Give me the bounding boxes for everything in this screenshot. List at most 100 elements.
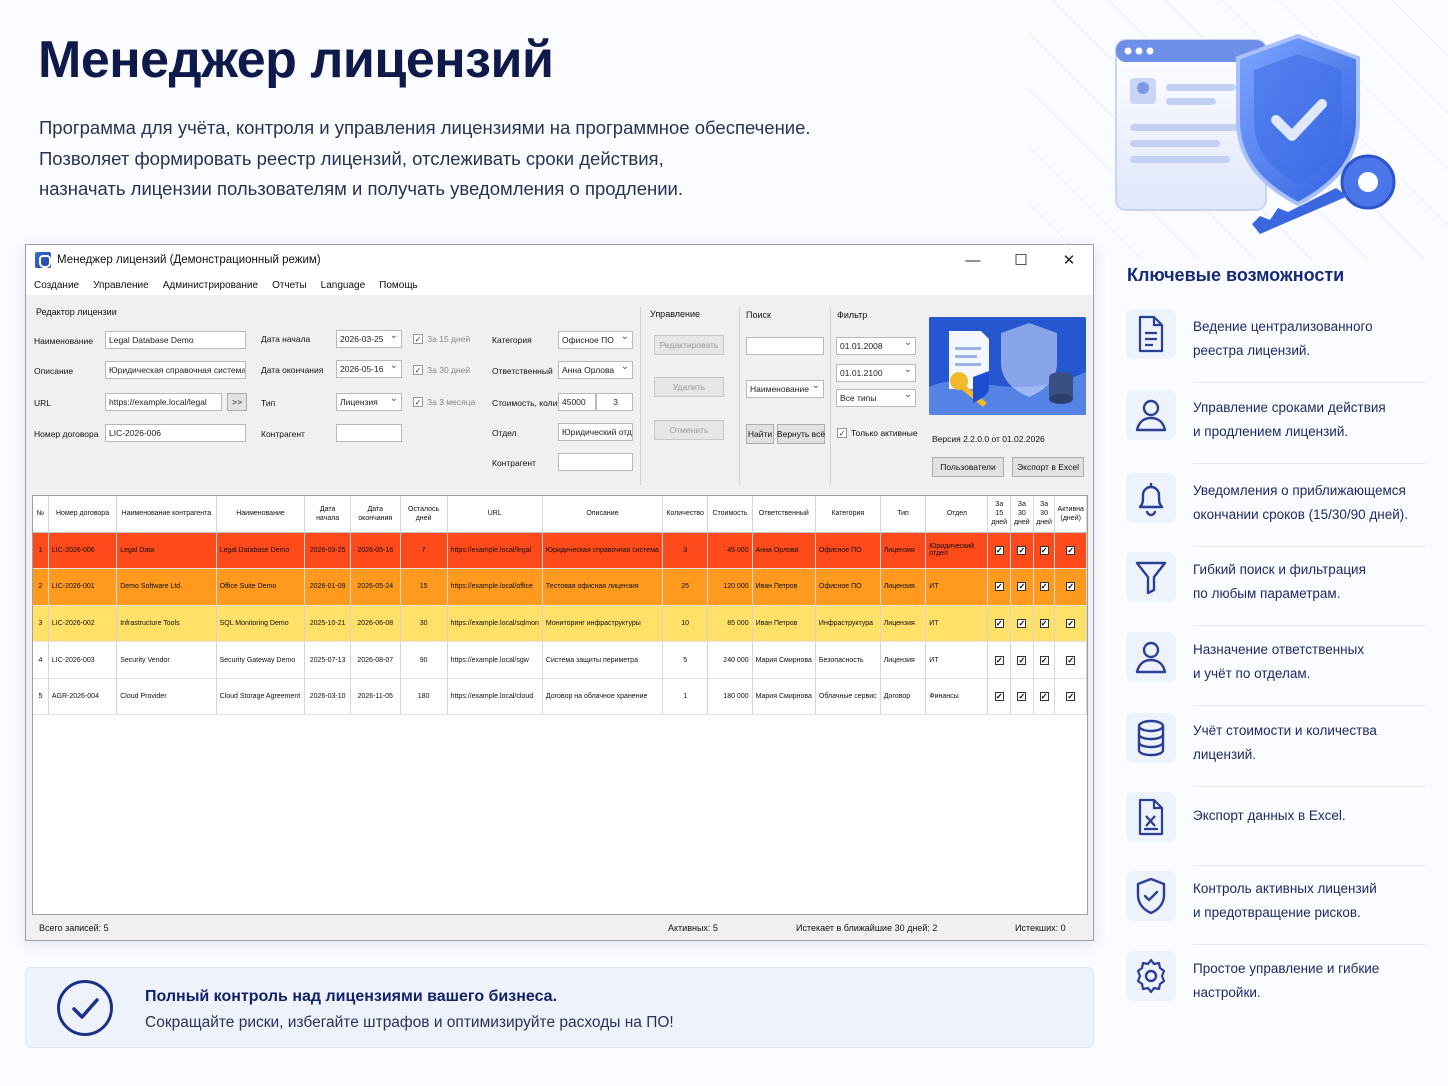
license-table[interactable]: № Номер договора Наименование контрагент… xyxy=(32,495,1088,915)
col-header[interactable]: Номер договора xyxy=(48,496,118,533)
col-header[interactable]: Ответственный xyxy=(752,496,816,533)
cell-end: 2026-08-07 xyxy=(350,641,401,679)
end-date-picker[interactable]: 2026-05-16 xyxy=(336,360,402,378)
col-header[interactable]: Категория xyxy=(815,496,881,533)
cell-flag: ✓ xyxy=(1054,568,1087,606)
col-header[interactable]: За 30 дней xyxy=(1033,496,1056,533)
row-checkbox[interactable]: ✓ xyxy=(1066,582,1076,592)
cancel-button[interactable]: Отменить xyxy=(654,420,724,440)
quantity-stepper[interactable]: 3 xyxy=(596,393,633,411)
description-field[interactable]: Юридическая справочная система xyxy=(105,361,246,379)
manage-group-title: Управление xyxy=(650,309,701,319)
row-checkbox[interactable]: ✓ xyxy=(994,545,1004,555)
col-header[interactable]: Наименование контрагента xyxy=(116,496,217,533)
start-date-picker[interactable]: 2026-03-25 xyxy=(336,330,402,348)
cell-dept: ИТ xyxy=(925,641,989,679)
menu-manage[interactable]: Управление xyxy=(93,279,149,291)
row-checkbox[interactable]: ✓ xyxy=(1017,545,1027,555)
col-header[interactable]: Количество xyxy=(662,496,709,533)
only-active-checkbox[interactable]: ✓ Только активные xyxy=(837,428,918,438)
table-row[interactable]: 3 LIC-2026-002 Infrastructure Tools SQL Mon… xyxy=(33,605,1087,643)
row-checkbox[interactable]: ✓ xyxy=(994,618,1004,628)
col-header[interactable]: Тип xyxy=(880,496,927,533)
cost-field[interactable]: 45000 xyxy=(558,393,596,411)
menu-help[interactable]: Помощь xyxy=(379,279,418,291)
cell-resp: Анна Орлова xyxy=(752,532,816,570)
department-select[interactable]: Юридический отдел xyxy=(558,423,633,441)
row-checkbox[interactable]: ✓ xyxy=(1066,655,1076,665)
row-checkbox[interactable]: ✓ xyxy=(1066,545,1076,555)
users-button[interactable]: Пользователи xyxy=(932,457,1004,477)
feature-text: Назначение ответственных и учёт по отдела… xyxy=(1193,638,1364,685)
open-url-button[interactable]: >> xyxy=(227,393,247,411)
col-header[interactable]: Активна (дней) xyxy=(1054,496,1087,533)
counterparty-field[interactable] xyxy=(336,424,402,442)
edit-button[interactable]: Редактировать xyxy=(654,335,724,355)
find-button[interactable]: Найти xyxy=(746,424,774,444)
menu-reports[interactable]: Отчеты xyxy=(272,279,307,291)
contract-field[interactable]: LIC-2026-006 xyxy=(105,424,246,442)
col-header[interactable]: Наименование xyxy=(216,496,306,533)
row-checkbox[interactable]: ✓ xyxy=(1039,618,1049,628)
col-header[interactable]: Отдел xyxy=(925,496,989,533)
notify-15-checkbox[interactable]: ✓ За 15 дней xyxy=(413,334,470,344)
cell-dept: ИТ xyxy=(925,568,989,606)
counterparty2-field[interactable] xyxy=(558,453,633,471)
table-row[interactable]: 5 AGR-2026-004 Cloud Provider Cloud Storage… xyxy=(33,678,1087,716)
cell-cat: Инфраструктура xyxy=(815,605,881,643)
col-header[interactable]: За 15 дней xyxy=(987,496,1012,533)
category-select[interactable]: Офисное ПО xyxy=(558,331,633,349)
table-row[interactable]: 2 LIC-2026-001 Demo Software Ltd. Office Su… xyxy=(33,568,1087,606)
row-checkbox[interactable]: ✓ xyxy=(1017,655,1027,665)
name-field[interactable]: Legal Database Demo xyxy=(105,331,246,349)
cell-contract: AGR-2026-004 xyxy=(48,678,118,716)
cell-type: Лицензия xyxy=(880,568,927,606)
col-header[interactable]: № xyxy=(33,496,49,533)
row-checkbox[interactable]: ✓ xyxy=(1039,655,1049,665)
row-checkbox[interactable]: ✓ xyxy=(1039,545,1049,555)
row-checkbox[interactable]: ✓ xyxy=(994,692,1004,702)
row-checkbox[interactable]: ✓ xyxy=(1017,692,1027,702)
export-excel-button[interactable]: Экспорт в Excel xyxy=(1012,457,1084,477)
table-row[interactable]: 1 LIC-2026-006 Legal Data Legal Database De… xyxy=(33,532,1087,570)
feature-line: Экспорт данных в Excel. xyxy=(1193,808,1346,823)
cell-dept: ИТ xyxy=(925,605,989,643)
notify-30-checkbox[interactable]: ✓ За 30 дней xyxy=(413,365,470,375)
col-header[interactable]: За 30 дней xyxy=(1010,496,1034,533)
row-checkbox[interactable]: ✓ xyxy=(1066,618,1076,628)
only-active-label: Только активные xyxy=(851,428,918,438)
search-field-select[interactable]: Наименование xyxy=(746,380,824,398)
filter-date-to[interactable]: 01.01.2100 xyxy=(836,364,916,382)
row-checkbox[interactable]: ✓ xyxy=(1039,582,1049,592)
col-header[interactable]: Стоимость xyxy=(707,496,753,533)
filter-type-select[interactable]: Все типы xyxy=(836,389,916,407)
responsible-select[interactable]: Анна Орлова xyxy=(558,361,633,379)
row-checkbox[interactable]: ✓ xyxy=(1066,692,1076,702)
row-checkbox[interactable]: ✓ xyxy=(1017,582,1027,592)
menu-language[interactable]: Language xyxy=(320,279,366,291)
active-count: Активных: 5 xyxy=(668,923,718,933)
col-header[interactable]: Дата окончания xyxy=(350,496,401,533)
col-header[interactable]: URL xyxy=(447,496,543,533)
row-checkbox[interactable]: ✓ xyxy=(1039,692,1049,702)
menu-admin[interactable]: Администрирование xyxy=(162,279,259,291)
search-input[interactable] xyxy=(746,337,824,355)
col-header[interactable]: Дата начала xyxy=(304,496,351,533)
type-select[interactable]: Лицензия xyxy=(336,393,402,411)
menu-create[interactable]: Создание xyxy=(34,279,80,291)
filter-date-from[interactable]: 01.01.2008 xyxy=(836,337,916,355)
table-row[interactable]: 4 LIC-2026-003 Security Vendor Security Gat… xyxy=(33,641,1087,679)
row-checkbox[interactable]: ✓ xyxy=(994,582,1004,592)
reset-button[interactable]: Вернуть всё xyxy=(777,424,825,444)
row-checkbox[interactable]: ✓ xyxy=(1017,618,1027,628)
notify-90-checkbox[interactable]: ✓ За 3 месяца xyxy=(413,397,475,407)
url-field[interactable]: https://example.local/legal xyxy=(105,393,222,411)
col-header[interactable]: Описание xyxy=(542,496,663,533)
row-checkbox[interactable]: ✓ xyxy=(994,655,1004,665)
delete-button[interactable]: Удалить xyxy=(654,377,724,397)
minimize-button[interactable]: — xyxy=(965,251,981,269)
maximize-button[interactable]: ☐ xyxy=(1014,252,1028,269)
cell-cost: 45 000 xyxy=(707,532,753,570)
col-header[interactable]: Осталось дней xyxy=(400,496,448,533)
close-button[interactable]: ✕ xyxy=(1062,252,1076,269)
